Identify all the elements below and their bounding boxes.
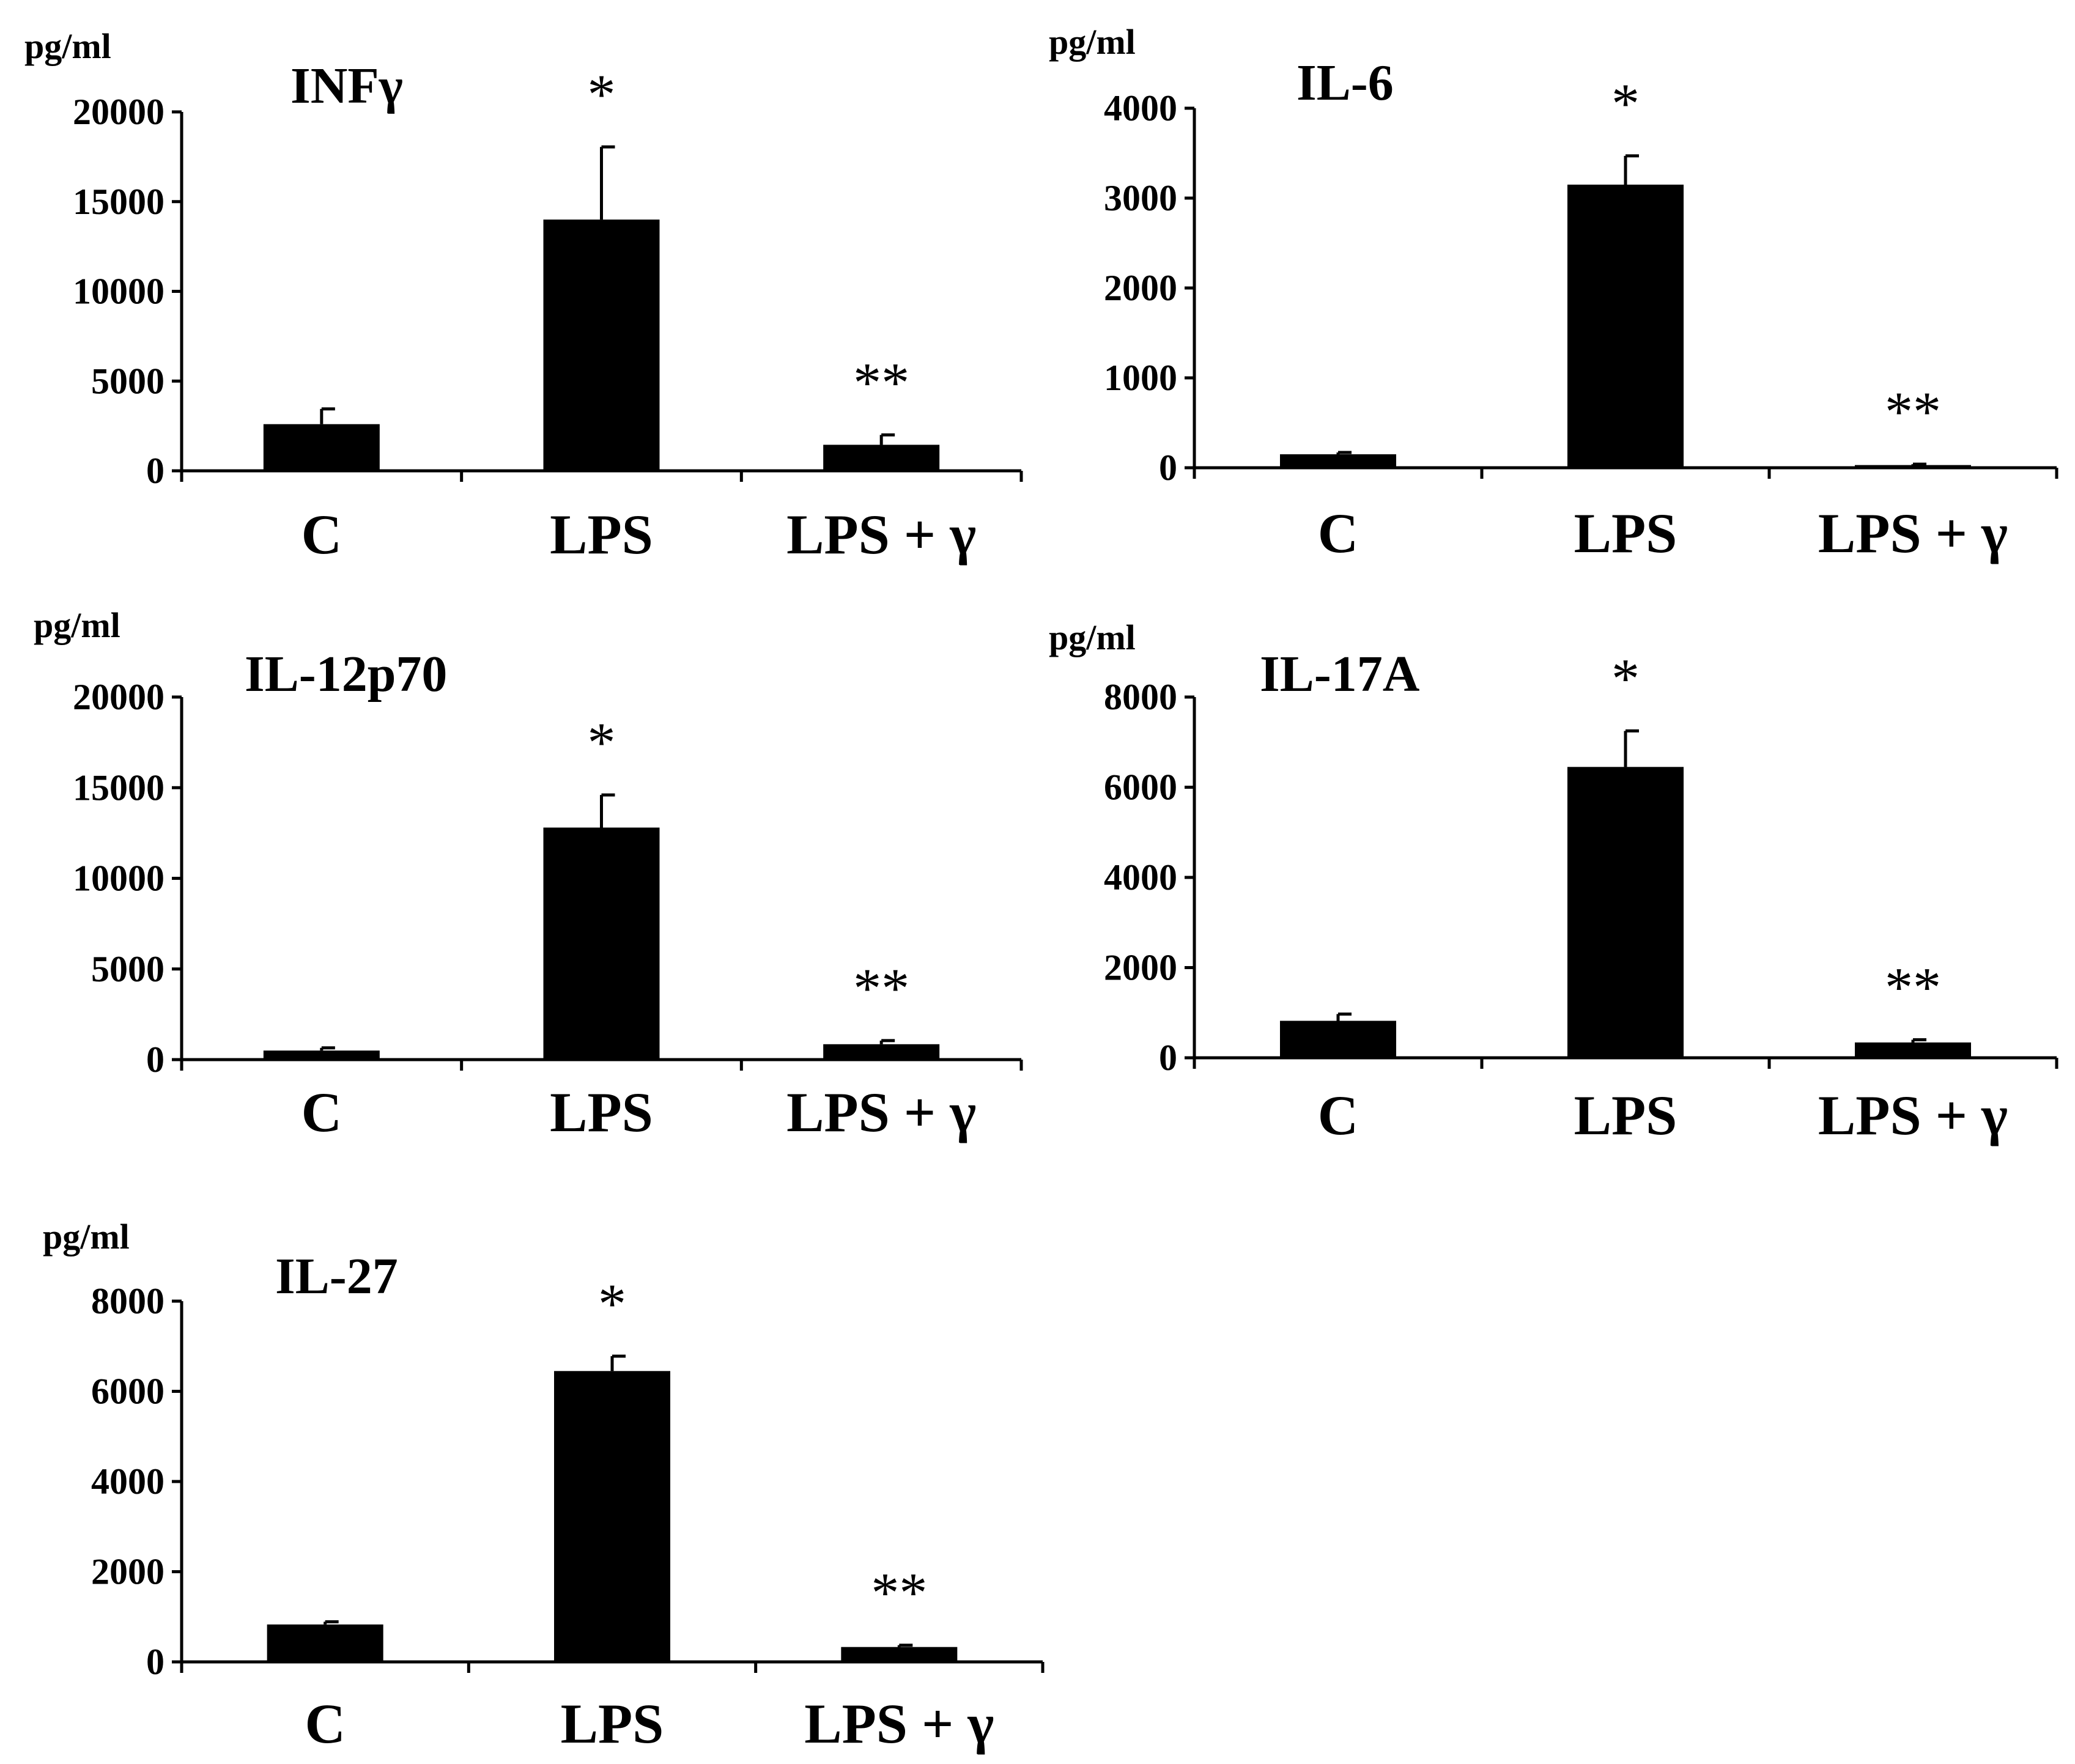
y-tick-label: 0 <box>1159 448 1177 488</box>
y-tick-label: 4000 <box>1104 88 1177 128</box>
significance-marker: * <box>1611 72 1640 135</box>
bar-3 <box>823 1044 940 1060</box>
y-tick-label: 3000 <box>1104 178 1177 218</box>
category-label: LPS + γ <box>786 1081 976 1143</box>
y-tick-label: 10000 <box>73 271 165 312</box>
bar-2 <box>543 827 660 1060</box>
panel-title: IL-6 <box>1296 54 1394 111</box>
significance-marker: ** <box>853 351 909 413</box>
category-label: C <box>301 503 342 566</box>
y-tick-label: 6000 <box>91 1371 165 1412</box>
y-tick-label: 20000 <box>73 677 165 717</box>
chart-panel: 0 2000 4000 6000 8000 pg/ml IL-17A C * LPS ** LPS +… <box>1049 618 2058 1146</box>
significance-marker: * <box>588 63 616 125</box>
bar-3 <box>823 445 940 471</box>
bar-1 <box>1280 1020 1396 1058</box>
y-tick-label: 0 <box>146 1642 165 1682</box>
y-unit-label: pg/ml <box>1049 618 1136 657</box>
chart-panel: 0 5000 10000 15000 20000 pg/ml INFγ C * LPS ** LPS … <box>24 26 1023 566</box>
bar-2 <box>1567 184 1684 468</box>
y-tick-label: 2000 <box>1104 948 1177 988</box>
panel-title: IL-12p70 <box>245 646 447 703</box>
bar-1 <box>263 424 380 471</box>
y-tick-label: 2000 <box>91 1552 165 1592</box>
category-label: C <box>1318 502 1358 564</box>
bar-1 <box>263 1050 380 1060</box>
y-unit-label: pg/ml <box>1049 22 1136 62</box>
category-label: LPS + γ <box>1818 1084 2008 1146</box>
significance-marker: * <box>1611 647 1640 709</box>
bar-3 <box>1855 1042 1971 1058</box>
y-tick-label: 5000 <box>91 361 165 401</box>
y-tick-label: 5000 <box>91 949 165 989</box>
y-tick-label: 8000 <box>1104 677 1177 717</box>
bar-2 <box>1567 767 1684 1058</box>
category-label: C <box>301 1081 342 1143</box>
y-tick-label: 10000 <box>73 858 165 899</box>
category-label: C <box>305 1692 345 1755</box>
category-label: LPS <box>550 1081 653 1143</box>
category-label: LPS + γ <box>786 503 976 566</box>
y-tick-label: 20000 <box>73 92 165 132</box>
bar-2 <box>554 1371 670 1662</box>
y-tick-label: 2000 <box>1104 268 1177 308</box>
y-unit-label: pg/ml <box>43 1217 130 1257</box>
y-tick-label: 8000 <box>91 1281 165 1321</box>
y-tick-label: 6000 <box>1104 767 1177 808</box>
panel-title: INFγ <box>290 57 403 114</box>
significance-marker: * <box>588 711 616 773</box>
category-label: LPS <box>1574 1084 1677 1146</box>
y-unit-label: pg/ml <box>34 605 120 645</box>
category-label: LPS <box>550 503 653 566</box>
y-tick-label: 15000 <box>73 767 165 808</box>
chart-panel: 0 5000 10000 15000 20000 pg/ml IL-12p70 C * LPS **… <box>34 605 1023 1143</box>
significance-marker: ** <box>853 957 909 1019</box>
category-label: LPS + γ <box>804 1692 994 1755</box>
significance-marker: ** <box>1885 380 1941 443</box>
bar-3 <box>841 1647 958 1662</box>
category-label: LPS <box>561 1692 664 1755</box>
y-unit-label: pg/ml <box>24 26 111 66</box>
y-tick-label: 15000 <box>73 182 165 222</box>
y-tick-label: 0 <box>146 451 165 491</box>
significance-marker: ** <box>871 1562 927 1624</box>
chart-panel: 0 2000 4000 6000 8000 pg/ml IL-27 C * LPS ** LPS + … <box>43 1217 1045 1755</box>
y-tick-label: 4000 <box>1104 857 1177 898</box>
bar-1 <box>1280 454 1396 468</box>
significance-marker: ** <box>1885 956 1941 1019</box>
panel-title: IL-27 <box>275 1248 398 1305</box>
y-tick-label: 0 <box>1159 1038 1177 1078</box>
category-label: C <box>1318 1084 1358 1146</box>
significance-marker: * <box>598 1272 626 1335</box>
bar-2 <box>543 220 660 471</box>
panel-title: IL-17A <box>1260 646 1420 703</box>
y-tick-label: 0 <box>146 1039 165 1080</box>
y-tick-label: 1000 <box>1104 358 1177 398</box>
bar-3 <box>1855 465 1971 468</box>
category-label: LPS <box>1574 502 1677 564</box>
bar-1 <box>267 1624 383 1662</box>
category-label: LPS + γ <box>1818 502 2008 564</box>
chart-panel: 0 1000 2000 3000 4000 pg/ml IL-6 C * LPS ** LPS + γ <box>1049 22 2058 564</box>
y-tick-label: 4000 <box>91 1461 165 1502</box>
